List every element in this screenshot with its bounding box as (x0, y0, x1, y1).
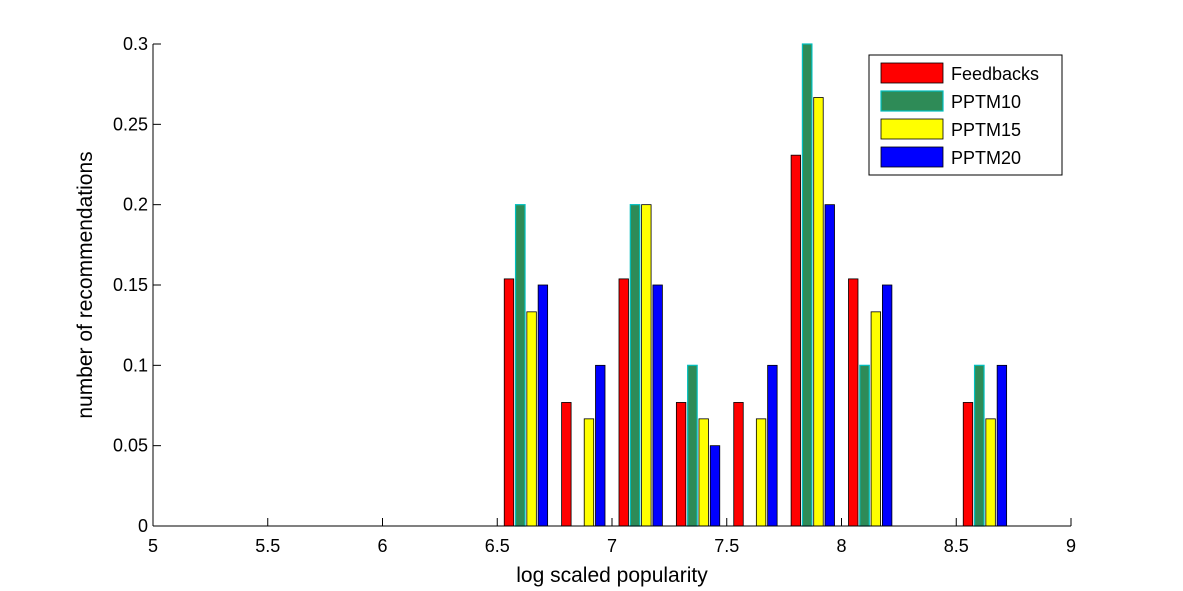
legend-swatch-pptm10 (880, 90, 944, 112)
legend-label-pptm20: PPTM20 (951, 148, 1021, 168)
x-axis-label: log scaled popularity (516, 564, 708, 587)
y-axis-label: number of recommendations (74, 151, 97, 418)
bar-feedbacks-8 (618, 278, 629, 527)
bar-pptm15-6 (526, 311, 537, 527)
y-tick-label: 0.05 (113, 436, 148, 456)
x-tick-label: 6.5 (485, 536, 510, 556)
y-tick-label: 0.25 (113, 114, 148, 134)
bar-pptm10-8 (629, 204, 641, 527)
legend-label-pptm10: PPTM10 (951, 92, 1021, 112)
bar-pptm10-14 (973, 364, 985, 527)
bar-pptm15-7 (583, 418, 595, 527)
y-tick-label: 0 (138, 516, 148, 536)
bar-pptm15-8 (641, 204, 652, 527)
bar-pptm15-9 (698, 418, 709, 527)
y-tick-label: 0.1 (123, 355, 148, 375)
x-tick-label: 8.5 (944, 536, 969, 556)
bar-feedbacks-7 (561, 402, 572, 527)
legend-swatch-pptm15 (880, 118, 944, 140)
bar-pptm20-12 (881, 284, 893, 527)
bar-pptm20-10 (767, 364, 778, 527)
bar-feedbacks-10 (733, 402, 744, 527)
bar-feedbacks-11 (790, 154, 802, 527)
x-tick-label: 6 (377, 536, 387, 556)
x-tick-label: 5 (148, 536, 158, 556)
legend-swatch-feedbacks (880, 62, 944, 84)
x-tick-label: 7.5 (714, 536, 739, 556)
bar-pptm10-9 (687, 364, 698, 527)
legend-label-pptm15: PPTM15 (951, 120, 1021, 140)
bar-pptm10-11 (801, 43, 813, 527)
y-tick-label: 0.3 (123, 34, 148, 54)
bar-pptm20-11 (824, 204, 835, 527)
bar-pptm20-8 (652, 284, 663, 527)
x-tick-label: 8 (836, 536, 846, 556)
bar-pptm20-9 (709, 445, 721, 527)
x-tick-label: 5.5 (255, 536, 280, 556)
legend: Feedbacks PPTM10 PPTM15 PPTM20 (868, 54, 1063, 176)
bar-pptm15-12 (870, 311, 881, 527)
legend-label-feedbacks: Feedbacks (951, 64, 1039, 84)
bar-feedbacks-14 (962, 402, 974, 527)
bar-pptm20-6 (537, 284, 549, 527)
y-tick-label: 0.2 (123, 195, 148, 215)
bar-pptm15-10 (755, 418, 767, 527)
bar-pptm20-7 (595, 364, 606, 527)
bar-pptm10-6 (514, 204, 526, 527)
ticks-group: 5 5.5 6 6.5 7 7.5 8 8.5 9 0 0.05 0.1 0.15 0.2 0.25 0.3 (113, 34, 1076, 556)
bar-feedbacks-12 (848, 278, 859, 527)
bar-pptm15-14 (985, 418, 996, 527)
y-tick-label: 0.15 (113, 275, 148, 295)
bar-feedbacks-9 (675, 402, 687, 527)
bar-pptm20-14 (996, 364, 1008, 527)
x-tick-label: 7 (607, 536, 617, 556)
x-tick-label: 9 (1066, 536, 1076, 556)
bar-pptm15-11 (813, 97, 824, 527)
bar-feedbacks-6 (503, 278, 515, 527)
bar-pptm10-12 (859, 364, 870, 527)
legend-swatch-pptm20 (880, 146, 944, 168)
